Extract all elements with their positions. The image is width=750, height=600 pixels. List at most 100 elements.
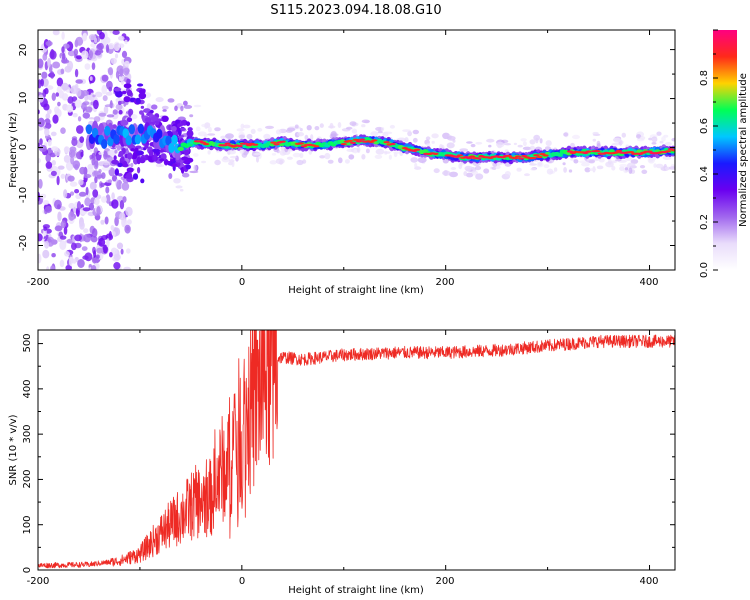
heatmap-cell <box>50 131 57 137</box>
heatmap-cell <box>100 182 105 188</box>
heatmap-cell <box>522 146 532 151</box>
heatmap-cell <box>126 219 132 225</box>
heatmap-cell <box>182 172 190 178</box>
heatmap-cell <box>381 127 385 131</box>
heatmap-cell <box>61 46 65 54</box>
heatmap-cell <box>90 236 98 243</box>
heatmap-cell <box>123 83 132 89</box>
colorbar-tick-label: 0.0 <box>699 262 710 278</box>
heatmap-cell <box>238 134 245 139</box>
heatmap-cell <box>563 167 567 173</box>
heatmap-cell <box>292 152 302 158</box>
heatmap-cell <box>656 131 662 136</box>
x-tick-label: 400 <box>639 277 658 288</box>
heatmap-cell <box>50 71 55 79</box>
heatmap-cell <box>63 226 68 235</box>
heatmap-cell <box>185 164 191 170</box>
snr-ticks <box>37 330 675 571</box>
heatmap-cell <box>180 127 186 131</box>
heatmap-cell <box>624 167 629 171</box>
heatmap-cell <box>91 62 96 70</box>
heatmap-cell <box>38 79 42 89</box>
heatmap-cell <box>346 139 354 142</box>
heatmap-cell <box>54 199 62 210</box>
heatmap-cell <box>120 79 125 86</box>
heatmap-cell <box>105 194 111 204</box>
heatmap-cell <box>522 141 527 147</box>
heatmap-cell <box>83 233 92 243</box>
heatmap-cell <box>148 149 154 157</box>
heatmap-cell <box>94 157 99 168</box>
heatmap-cell <box>38 144 47 153</box>
heatmap-cell <box>46 108 52 115</box>
heatmap-cell <box>204 123 208 130</box>
heatmap-cell <box>94 176 98 184</box>
heatmap-cell <box>106 114 115 118</box>
spectrogram-y-axis-label: Frequency (Hz) <box>8 112 19 188</box>
heatmap-cell <box>186 130 194 137</box>
heatmap-cell <box>88 34 97 41</box>
heatmap-cell <box>183 104 193 109</box>
heatmap-cell <box>84 252 93 262</box>
heatmap-cell <box>43 226 47 231</box>
heatmap-cell <box>155 97 164 103</box>
y-tick-label: -10 <box>18 187 29 203</box>
heatmap-cell <box>61 93 69 101</box>
heatmap-cell <box>56 77 64 87</box>
heatmap-cell <box>81 90 89 96</box>
heatmap-cell <box>402 129 411 133</box>
heatmap-cell <box>38 58 44 69</box>
heatmap-cell <box>651 136 658 143</box>
heatmap-cell <box>562 162 566 166</box>
heatmap-cell <box>412 137 418 143</box>
heatmap-cell <box>296 132 305 137</box>
heatmap-cell <box>661 136 666 142</box>
heatmap-cell <box>361 154 366 160</box>
heatmap-cell <box>79 166 86 175</box>
x-tick-label: 400 <box>639 576 658 587</box>
x-tick-label: -200 <box>27 277 50 288</box>
heatmap-cell <box>286 156 293 160</box>
heatmap-cell <box>132 173 139 180</box>
heatmap-cell <box>327 159 334 164</box>
colorbar-gradient <box>713 30 737 270</box>
heatmap-cell <box>536 155 543 159</box>
heatmap-cell <box>128 124 135 135</box>
heatmap-cell <box>52 61 61 69</box>
heatmap-cell <box>60 127 66 134</box>
heatmap-cell <box>513 142 518 146</box>
heatmap-cell <box>183 100 188 106</box>
heatmap-cell <box>670 149 675 152</box>
heatmap-cell <box>116 180 121 190</box>
heatmap-cell <box>47 57 51 68</box>
heatmap-cell <box>55 92 59 97</box>
heatmap-cell <box>345 126 353 130</box>
heatmap-cell <box>271 153 277 156</box>
heatmap-cell <box>118 35 125 41</box>
heatmap-cell <box>612 137 622 142</box>
heatmap-cell <box>113 87 122 92</box>
heatmap-cell <box>639 136 646 140</box>
heatmap-cell <box>78 191 87 197</box>
heatmap-cell <box>265 125 274 129</box>
heatmap-cell <box>104 216 109 225</box>
heatmap-cell <box>389 124 395 129</box>
heatmap-cell <box>38 233 43 242</box>
heatmap-cell <box>101 166 111 171</box>
heatmap-cell <box>511 157 519 160</box>
heatmap-cell <box>393 151 400 154</box>
heatmap-cell <box>383 141 390 144</box>
heatmap-cell <box>66 104 74 113</box>
heatmap-cell <box>98 151 104 156</box>
heatmap-cell <box>51 160 56 166</box>
heatmap-cell <box>108 86 113 92</box>
heatmap-cell <box>119 212 126 221</box>
heatmap-cell <box>113 134 120 145</box>
heatmap-cell <box>592 131 599 135</box>
heatmap-cell <box>109 252 113 258</box>
heatmap-cell <box>621 132 626 138</box>
heatmap-cell <box>329 122 334 129</box>
heatmap-cell <box>177 123 181 128</box>
heatmap-cell <box>94 50 102 56</box>
heatmap-cell <box>664 150 672 153</box>
